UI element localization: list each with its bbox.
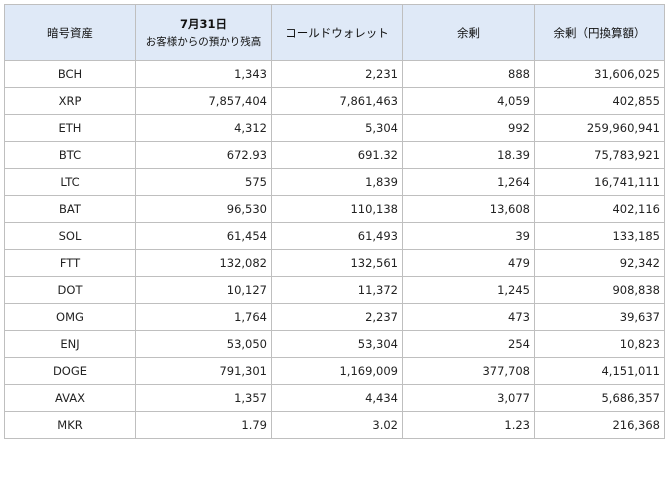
cell-asset-symbol: FTT <box>4 249 136 277</box>
table-row: ETH 4,312 5,304 992 259,960,941 <box>4 114 665 142</box>
cell-asset-symbol: LTC <box>4 168 136 196</box>
cell-customer-balance: 61,454 <box>135 222 272 250</box>
cell-surplus-jpy: 16,741,111 <box>534 168 665 196</box>
asset-table-container: 暗号資産 7月31日 お客様からの預かり残高 コールドウォレット 余剰 余剰（円… <box>4 4 665 439</box>
cell-customer-balance: 791,301 <box>135 357 272 385</box>
cell-surplus-jpy: 4,151,011 <box>534 357 665 385</box>
table-row: BTC 672.93 691.32 18.39 75,783,921 <box>4 141 665 169</box>
cell-asset-symbol: DOT <box>4 276 136 304</box>
table-row: FTT 132,082 132,561 479 92,342 <box>4 249 665 277</box>
cell-surplus-jpy: 5,686,357 <box>534 384 665 412</box>
cell-surplus-jpy: 259,960,941 <box>534 114 665 142</box>
cell-surplus: 1,245 <box>402 276 535 304</box>
table-row: OMG 1,764 2,237 473 39,637 <box>4 303 665 331</box>
cell-asset-symbol: MKR <box>4 411 136 439</box>
cell-surplus: 1,264 <box>402 168 535 196</box>
cell-customer-balance: 10,127 <box>135 276 272 304</box>
cell-surplus-jpy: 216,368 <box>534 411 665 439</box>
table-row: BCH 1,343 2,231 888 31,606,025 <box>4 60 665 88</box>
header-customer-label: お客様からの預かり残高 <box>145 35 262 48</box>
cell-asset-symbol: ENJ <box>4 330 136 358</box>
table-header: 暗号資産 7月31日 お客様からの預かり残高 コールドウォレット 余剰 余剰（円… <box>4 4 665 61</box>
cell-surplus: 992 <box>402 114 535 142</box>
cell-cold-wallet: 132,561 <box>271 249 403 277</box>
table-row: XRP 7,857,404 7,861,463 4,059 402,855 <box>4 87 665 115</box>
cell-surplus-jpy: 92,342 <box>534 249 665 277</box>
cell-customer-balance: 53,050 <box>135 330 272 358</box>
table-row: AVAX 1,357 4,434 3,077 5,686,357 <box>4 384 665 412</box>
cell-asset-symbol: BCH <box>4 60 136 88</box>
cell-cold-wallet: 110,138 <box>271 195 403 223</box>
cell-cold-wallet: 3.02 <box>271 411 403 439</box>
table-row: LTC 575 1,839 1,264 16,741,111 <box>4 168 665 196</box>
cell-cold-wallet: 1,839 <box>271 168 403 196</box>
cell-asset-symbol: AVAX <box>4 384 136 412</box>
cell-surplus: 39 <box>402 222 535 250</box>
cell-surplus: 4,059 <box>402 87 535 115</box>
cell-customer-balance: 1,343 <box>135 60 272 88</box>
table-row: DOGE 791,301 1,169,009 377,708 4,151,011 <box>4 357 665 385</box>
cell-customer-balance: 1,764 <box>135 303 272 331</box>
header-customer-date: 7月31日 <box>179 16 227 31</box>
cell-asset-symbol: SOL <box>4 222 136 250</box>
cell-customer-balance: 96,530 <box>135 195 272 223</box>
cell-asset-symbol: DOGE <box>4 357 136 385</box>
cell-surplus: 479 <box>402 249 535 277</box>
crypto-reserve-table: 暗号資産 7月31日 お客様からの預かり残高 コールドウォレット 余剰 余剰（円… <box>4 4 665 439</box>
cell-surplus-jpy: 75,783,921 <box>534 141 665 169</box>
cell-surplus: 13,608 <box>402 195 535 223</box>
cell-cold-wallet: 2,231 <box>271 60 403 88</box>
header-surplus: 余剰 <box>402 4 535 61</box>
cell-asset-symbol: ETH <box>4 114 136 142</box>
cell-surplus: 1.23 <box>402 411 535 439</box>
cell-surplus-jpy: 10,823 <box>534 330 665 358</box>
cell-cold-wallet: 1,169,009 <box>271 357 403 385</box>
cell-surplus-jpy: 39,637 <box>534 303 665 331</box>
cell-customer-balance: 132,082 <box>135 249 272 277</box>
cell-asset-symbol: XRP <box>4 87 136 115</box>
cell-cold-wallet: 4,434 <box>271 384 403 412</box>
cell-surplus-jpy: 31,606,025 <box>534 60 665 88</box>
table-row: DOT 10,127 11,372 1,245 908,838 <box>4 276 665 304</box>
table-row: SOL 61,454 61,493 39 133,185 <box>4 222 665 250</box>
cell-customer-balance: 672.93 <box>135 141 272 169</box>
cell-surplus-jpy: 908,838 <box>534 276 665 304</box>
cell-customer-balance: 575 <box>135 168 272 196</box>
header-row: 暗号資産 7月31日 お客様からの預かり残高 コールドウォレット 余剰 余剰（円… <box>4 4 665 61</box>
cell-surplus-jpy: 402,116 <box>534 195 665 223</box>
cell-cold-wallet: 61,493 <box>271 222 403 250</box>
cell-cold-wallet: 2,237 <box>271 303 403 331</box>
cell-customer-balance: 7,857,404 <box>135 87 272 115</box>
cell-asset-symbol: BTC <box>4 141 136 169</box>
cell-customer-balance: 1,357 <box>135 384 272 412</box>
table-body: BCH 1,343 2,231 888 31,606,025 XRP 7,857,404 7,… <box>4 60 665 439</box>
cell-customer-balance: 4,312 <box>135 114 272 142</box>
table-row: BAT 96,530 110,138 13,608 402,116 <box>4 195 665 223</box>
cell-surplus: 473 <box>402 303 535 331</box>
cell-cold-wallet: 7,861,463 <box>271 87 403 115</box>
cell-customer-balance: 1.79 <box>135 411 272 439</box>
header-customer-balance: 7月31日 お客様からの預かり残高 <box>135 4 272 61</box>
cell-cold-wallet: 53,304 <box>271 330 403 358</box>
cell-surplus-jpy: 402,855 <box>534 87 665 115</box>
header-cold-wallet: コールドウォレット <box>271 4 403 61</box>
cell-asset-symbol: BAT <box>4 195 136 223</box>
cell-surplus: 254 <box>402 330 535 358</box>
cell-surplus: 377,708 <box>402 357 535 385</box>
cell-cold-wallet: 11,372 <box>271 276 403 304</box>
table-row: MKR 1.79 3.02 1.23 216,368 <box>4 411 665 439</box>
cell-surplus: 3,077 <box>402 384 535 412</box>
header-asset: 暗号資産 <box>4 4 136 61</box>
cell-surplus: 18.39 <box>402 141 535 169</box>
header-surplus-jpy: 余剰（円換算額） <box>534 4 665 61</box>
table-row: ENJ 53,050 53,304 254 10,823 <box>4 330 665 358</box>
cell-cold-wallet: 5,304 <box>271 114 403 142</box>
cell-surplus-jpy: 133,185 <box>534 222 665 250</box>
cell-asset-symbol: OMG <box>4 303 136 331</box>
cell-cold-wallet: 691.32 <box>271 141 403 169</box>
cell-surplus: 888 <box>402 60 535 88</box>
